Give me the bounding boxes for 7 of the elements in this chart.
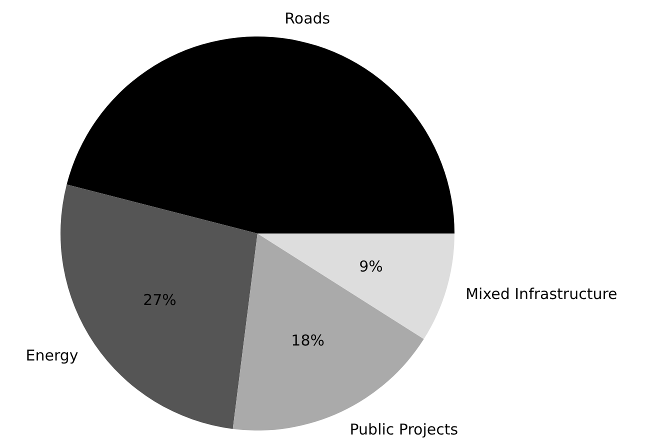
slice-label: Public Projects xyxy=(350,420,458,439)
data-label: 18% xyxy=(291,331,324,350)
data-label: 27% xyxy=(143,290,176,309)
slice-label: Energy xyxy=(26,346,78,364)
slice-label: Roads xyxy=(284,10,330,28)
slice-label: Mixed Infrastructure xyxy=(466,284,618,303)
data-label: 9% xyxy=(359,257,383,276)
